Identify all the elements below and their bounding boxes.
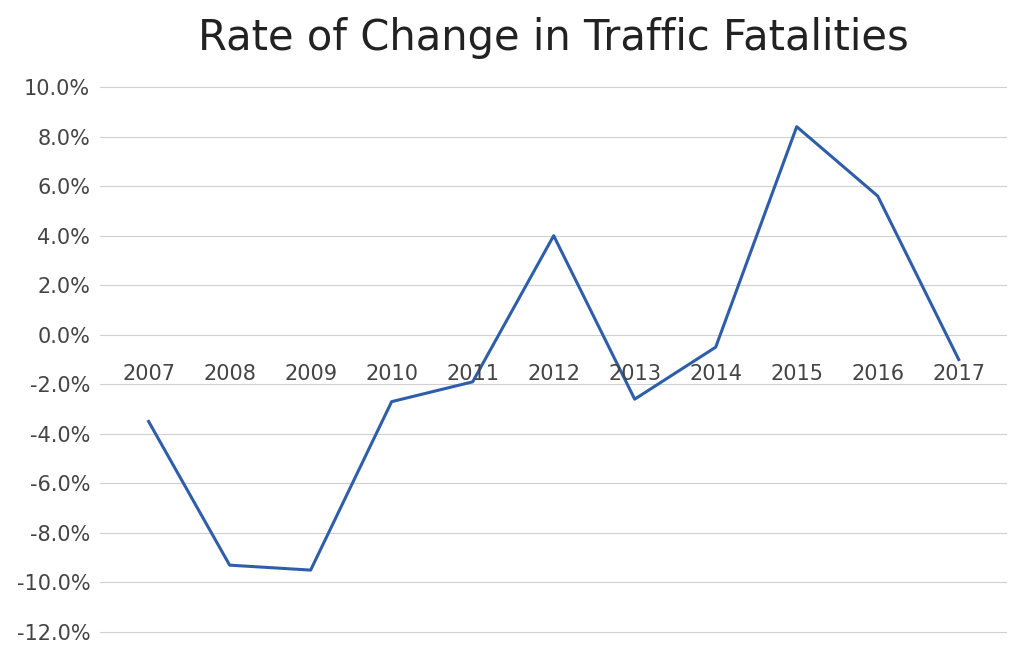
Text: 2014: 2014: [689, 365, 742, 385]
Text: 2007: 2007: [122, 365, 175, 385]
Text: 2013: 2013: [608, 365, 662, 385]
Text: 2011: 2011: [446, 365, 499, 385]
Text: 2015: 2015: [770, 365, 823, 385]
Text: 2012: 2012: [527, 365, 581, 385]
Text: 2017: 2017: [932, 365, 985, 385]
Text: 2008: 2008: [203, 365, 256, 385]
Text: 2016: 2016: [851, 365, 904, 385]
Title: Rate of Change in Traffic Fatalities: Rate of Change in Traffic Fatalities: [199, 17, 909, 59]
Text: 2009: 2009: [284, 365, 337, 385]
Text: 2010: 2010: [366, 365, 418, 385]
